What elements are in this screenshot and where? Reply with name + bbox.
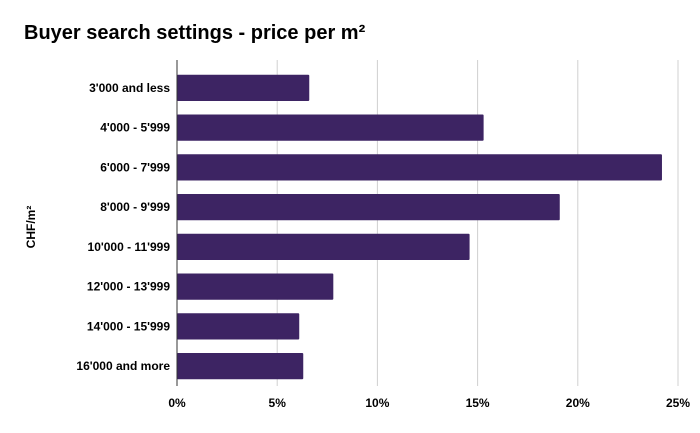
grid-lines [276,60,679,386]
bar [177,154,662,181]
x-tick-labels: 0% 5% 10% 15% 20% 25% [168,396,690,410]
x-tick-label: 25% [666,396,690,410]
x-tick-label: 5% [269,396,287,410]
bar [177,194,560,221]
category-label: 3'000 and less [89,81,170,95]
category-label: 8'000 - 9'999 [100,200,170,214]
bar [177,74,310,101]
bar [177,313,300,340]
category-label: 6'000 - 7'999 [100,160,170,174]
x-tick-label: 20% [566,396,590,410]
category-label: 10'000 - 11'999 [88,240,171,254]
chart-title: Buyer search settings - price per m² [24,22,366,44]
x-tick-label: 10% [365,396,389,410]
category-label: 14'000 - 15'999 [87,319,170,333]
bar [177,114,484,141]
category-label: 4'000 - 5'999 [100,121,170,135]
bar [177,353,304,380]
x-tick-label: 15% [466,396,490,410]
x-tick-label: 0% [168,396,186,410]
category-label: 16'000 and more [76,359,170,373]
bar [177,273,334,300]
bars [177,74,662,380]
y-axis-label: CHF/m² [24,206,38,249]
bar [177,233,470,260]
category-labels: 3'000 and less 4'000 - 5'999 6'000 - 7'999… [76,81,170,373]
category-label: 12'000 - 13'999 [87,280,170,294]
